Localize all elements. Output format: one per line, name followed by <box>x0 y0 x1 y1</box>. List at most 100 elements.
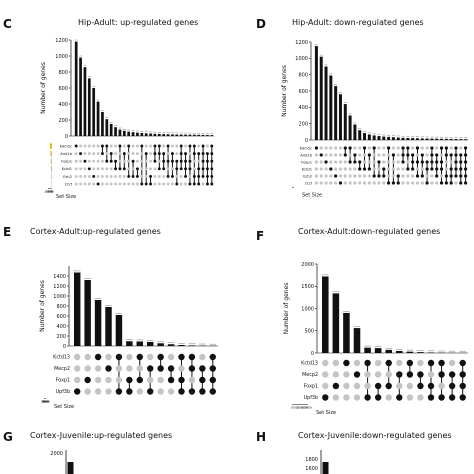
intersection-bar <box>406 137 410 140</box>
matrix-dot-active <box>135 174 139 178</box>
matrix-dot-active <box>188 144 192 148</box>
matrix-dot-inactive <box>105 182 109 186</box>
matrix-dot-inactive <box>92 167 96 171</box>
matrix-dot-inactive <box>449 160 453 164</box>
matrix-dot-inactive <box>179 174 183 178</box>
matrix-dot-inactive <box>100 174 104 178</box>
intersection-bar <box>166 134 170 136</box>
intersection-bar <box>435 138 439 140</box>
set-size-label: Set Size <box>302 193 322 199</box>
matrix-dot-inactive <box>74 174 78 178</box>
matrix-dot-inactive <box>348 181 352 185</box>
matrix-dot-active <box>126 376 133 384</box>
intersection-bar <box>374 348 382 353</box>
y-tick-label: 800 <box>58 70 68 76</box>
matrix-dot-active <box>184 159 188 163</box>
matrix-dot-active <box>444 174 448 178</box>
matrix-dot-inactive <box>115 376 123 384</box>
matrix-dot-inactive <box>391 174 395 178</box>
matrix-dot-inactive <box>396 160 400 164</box>
matrix-dot-inactive <box>343 382 350 390</box>
matrix-dot-active <box>464 153 468 157</box>
matrix-dot-active <box>439 181 444 185</box>
matrix-dot-active <box>140 144 144 148</box>
matrix-dot-active <box>459 382 466 390</box>
matrix-dot-inactive <box>140 152 144 156</box>
y-tick-label: 200 <box>298 121 308 127</box>
matrix-dot-inactive <box>153 174 157 178</box>
intersection-bar <box>427 352 435 353</box>
intersection-bar <box>131 132 135 136</box>
intersection-bar <box>84 280 91 346</box>
panel-letter: E <box>3 225 11 239</box>
set-size-label: Set Size <box>54 404 74 410</box>
matrix-dot-active <box>87 167 91 171</box>
matrix-dot-inactive <box>391 146 395 150</box>
matrix-dot-active <box>157 353 164 361</box>
matrix-dot-inactive <box>314 167 318 171</box>
matrix-dot-active <box>167 376 175 384</box>
matrix-dot-active <box>147 365 154 372</box>
set-label: Ezh2 <box>303 174 312 178</box>
intersection-bar <box>74 41 78 136</box>
matrix-dot-active <box>131 174 135 178</box>
matrix-dot-inactive <box>444 160 448 164</box>
matrix-dot-inactive <box>430 174 434 178</box>
matrix-dot-active <box>105 365 112 372</box>
matrix-dot-inactive <box>362 174 367 178</box>
matrix-dot-active <box>377 174 381 178</box>
matrix-dot-inactive <box>122 174 126 178</box>
intersection-bar <box>122 130 126 136</box>
intersection-bar <box>391 137 395 140</box>
matrix-dot-active <box>454 146 458 150</box>
matrix-dot-active <box>210 182 214 186</box>
matrix-dot-active <box>144 152 148 156</box>
matrix-dot-active <box>188 182 192 186</box>
matrix-dot-inactive <box>100 167 104 171</box>
matrix-dot-active <box>209 353 216 361</box>
matrix-dot-active <box>201 174 205 178</box>
matrix-dot-active <box>157 365 164 372</box>
matrix-dot-active <box>459 167 463 171</box>
matrix-dot-inactive <box>425 174 429 178</box>
matrix-dot-inactive <box>135 152 139 156</box>
matrix-dot-active <box>358 160 362 164</box>
y-tick-label: 1000 <box>301 306 314 312</box>
matrix-dot-inactive <box>449 146 453 150</box>
matrix-dot-active <box>420 153 424 157</box>
matrix-dot-active <box>162 159 166 163</box>
matrix-dot-active <box>127 174 131 178</box>
intersection-bar <box>157 133 161 136</box>
y-tick-label: 1400 <box>53 274 66 280</box>
matrix-dot-active <box>367 167 371 171</box>
set-size-bar <box>50 143 52 149</box>
matrix-dot-active <box>382 174 386 178</box>
matrix-dot-inactive <box>367 160 371 164</box>
panel-d: D Hip-Adult: down-regulated genes 0 200 400 6… <box>256 17 468 199</box>
matrix-dot-inactive <box>319 174 323 178</box>
matrix-dot-inactive <box>157 388 164 395</box>
matrix-dot-inactive <box>136 365 143 372</box>
matrix-dot-inactive <box>343 371 350 378</box>
matrix-dot-inactive <box>136 388 143 395</box>
matrix-dot-active <box>338 181 343 185</box>
panel-letter: F <box>256 229 264 243</box>
set-size-tick-label: 500 <box>48 190 54 194</box>
matrix-dot-active <box>170 174 174 178</box>
matrix-dot-inactive <box>184 144 188 148</box>
matrix-dot-active <box>420 160 424 164</box>
y-tick-label: 400 <box>298 105 308 111</box>
intersection-bar <box>358 130 362 140</box>
matrix-dot-active <box>448 394 456 401</box>
matrix-dot-inactive <box>100 159 104 163</box>
matrix-dot-inactive <box>178 365 185 372</box>
matrix-dot-inactive <box>377 181 381 185</box>
matrix-dot-inactive <box>329 160 333 164</box>
matrix-dot-inactive <box>367 181 371 185</box>
set-size-tick-label: 1000 <box>41 399 49 403</box>
matrix-dot-active <box>131 159 135 163</box>
matrix-dot-active <box>427 359 435 367</box>
matrix-dot-inactive <box>201 182 205 186</box>
matrix-dot-active <box>415 146 420 150</box>
matrix-dot-active <box>430 160 434 164</box>
